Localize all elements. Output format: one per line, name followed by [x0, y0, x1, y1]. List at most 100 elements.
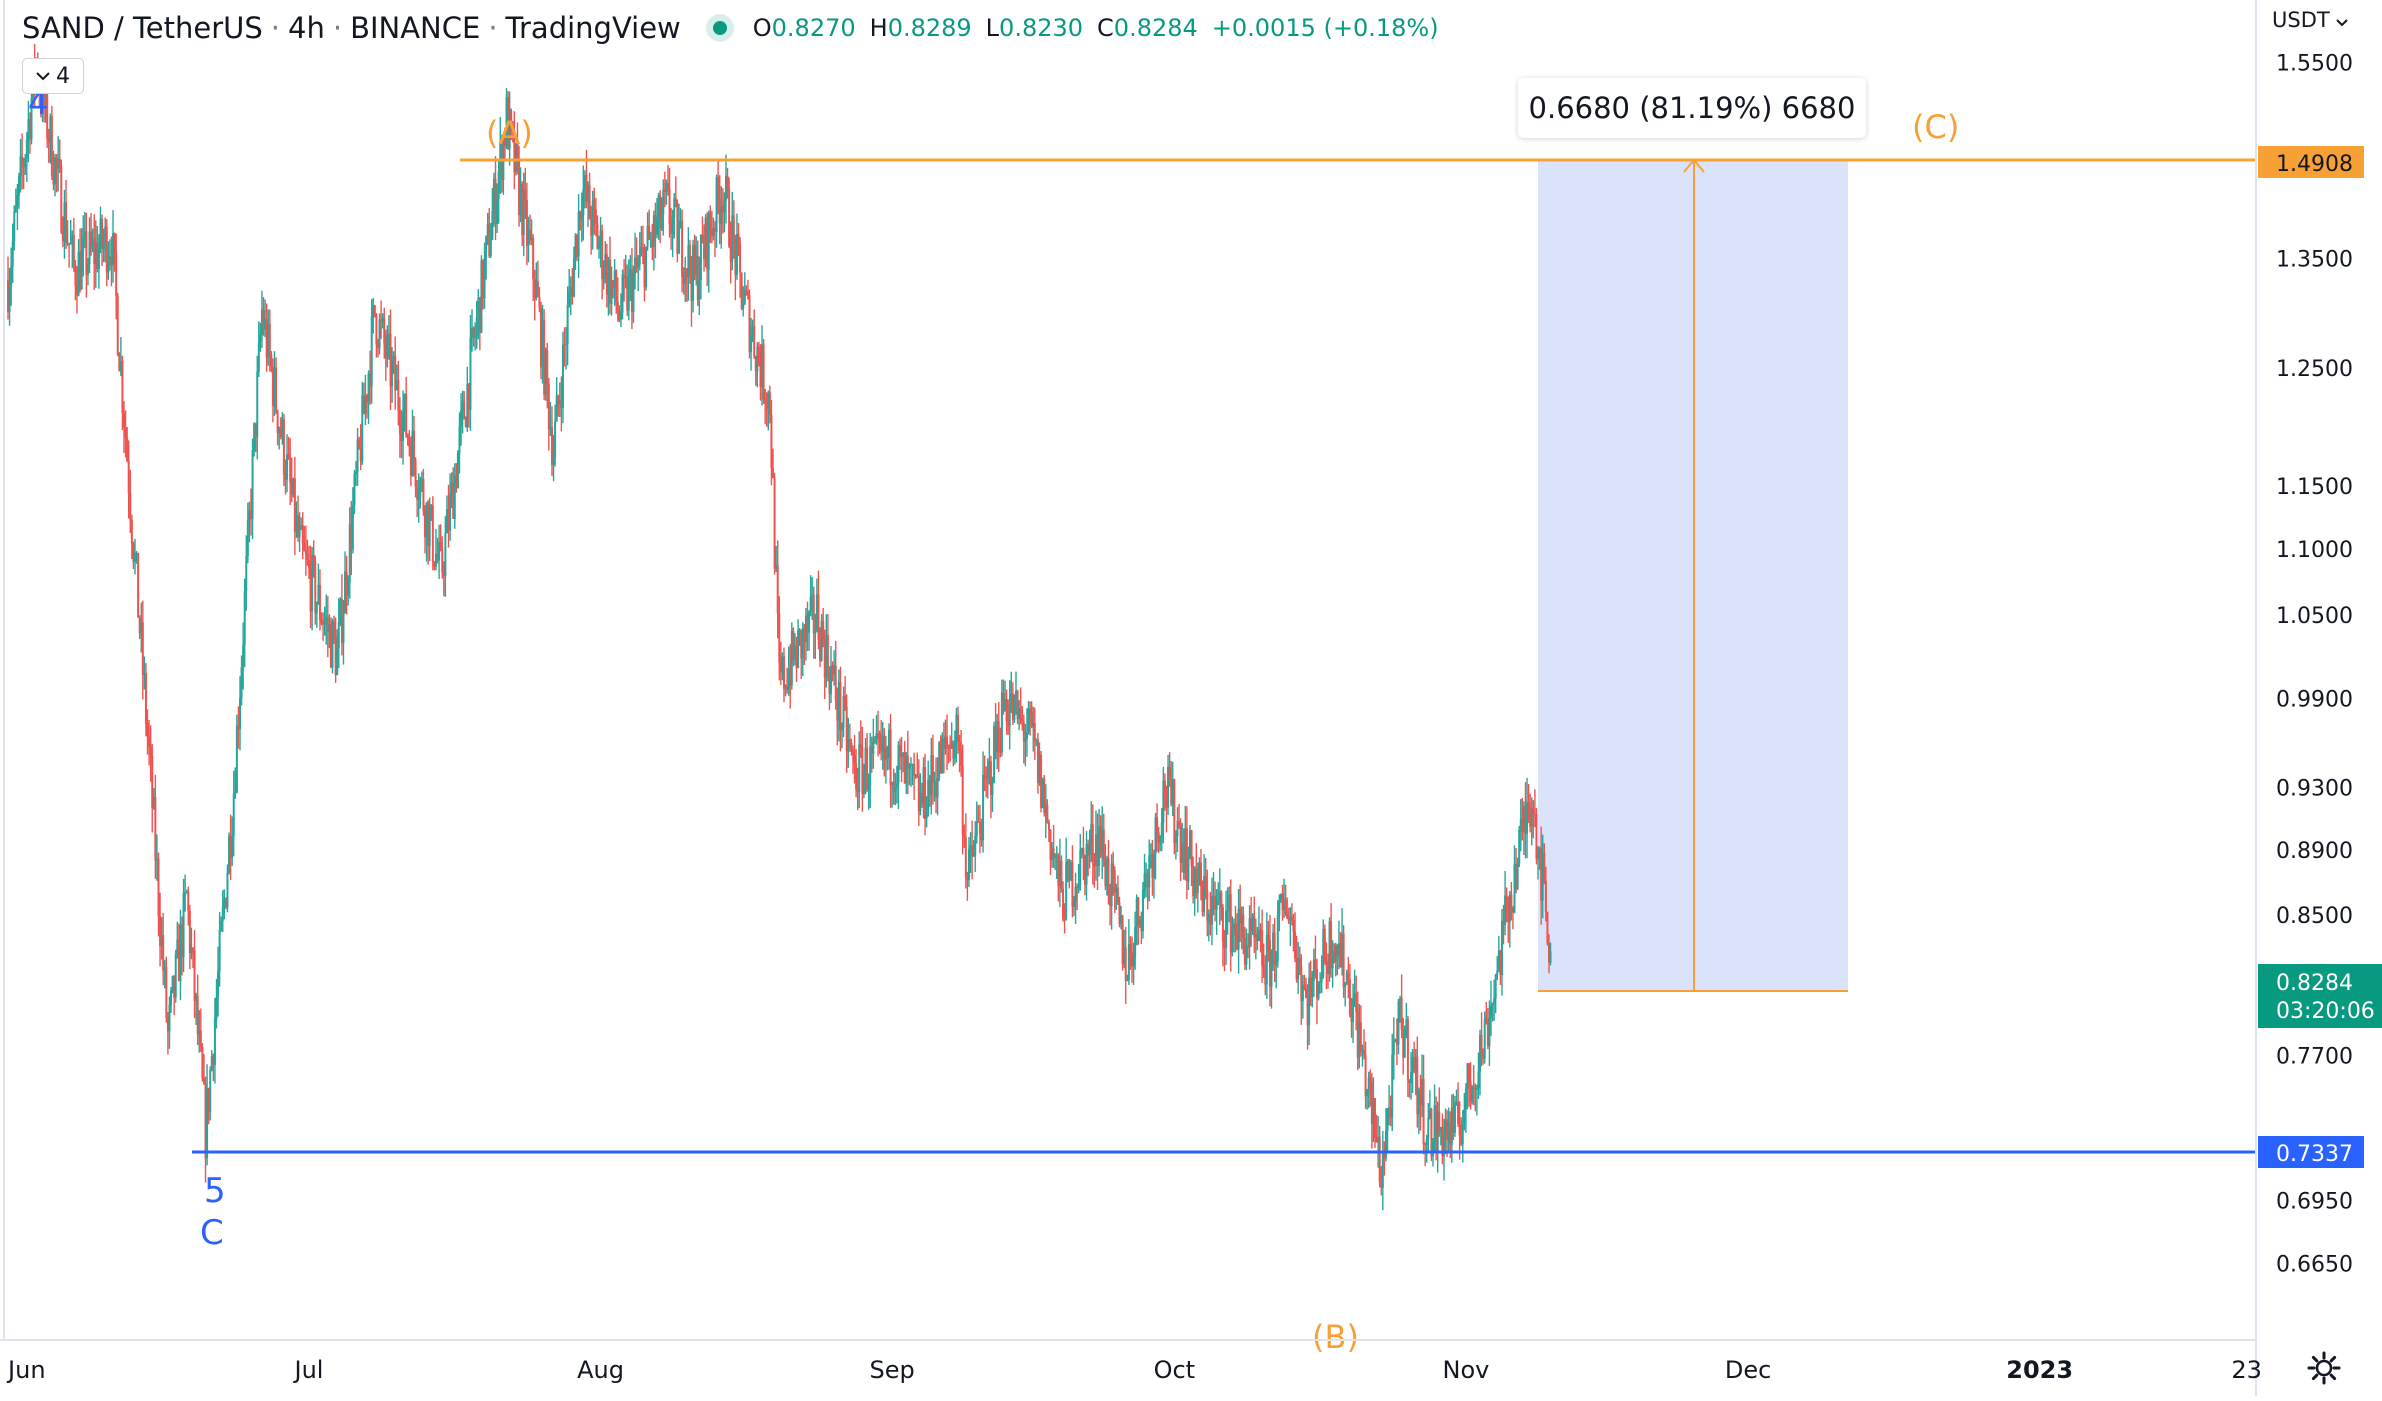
candle-body — [220, 920, 223, 931]
candle — [607, 256, 610, 316]
candle-body — [1510, 894, 1513, 908]
candle-body — [251, 450, 254, 519]
candle — [492, 172, 495, 227]
candle-body — [204, 1083, 207, 1159]
candle-body — [1532, 808, 1535, 814]
candle — [822, 607, 825, 648]
candle — [855, 749, 858, 798]
candle-body — [228, 835, 231, 874]
candle-body — [159, 915, 162, 946]
candle-body — [914, 775, 917, 777]
candle — [193, 930, 196, 1019]
candle-body — [359, 445, 362, 462]
candle — [93, 214, 96, 290]
candle-body — [1422, 1078, 1425, 1145]
candle-body — [151, 756, 154, 808]
candle-body — [754, 356, 757, 372]
interval-label[interactable]: 4h — [288, 11, 325, 45]
candle-body — [1187, 856, 1190, 882]
candle-body — [1449, 1123, 1452, 1145]
candle-body — [1043, 778, 1046, 813]
candle-body — [486, 224, 489, 237]
time-axis[interactable]: Jun Jul Aug Sep Oct Nov Dec 2023 23 — [6, 1356, 2262, 1384]
candle — [356, 427, 359, 486]
candle-body — [1323, 928, 1326, 961]
candle-body — [703, 243, 706, 260]
candle — [635, 237, 638, 273]
candle — [146, 709, 149, 755]
candle — [447, 484, 450, 548]
candle-body — [447, 509, 450, 531]
candle — [690, 255, 693, 327]
candle-body — [862, 771, 865, 795]
candle-body — [249, 509, 252, 519]
candle — [1245, 928, 1248, 971]
candle-body — [668, 188, 671, 225]
candle-body — [1171, 779, 1174, 805]
candle — [525, 182, 528, 266]
candle — [417, 473, 420, 523]
candle-body — [792, 630, 795, 660]
candle — [86, 257, 89, 286]
market-status-icon[interactable] — [712, 21, 727, 35]
candle — [181, 916, 184, 976]
candle — [166, 1011, 169, 1055]
candle-body — [897, 745, 900, 784]
candle — [649, 231, 652, 248]
candle — [394, 336, 397, 410]
candle — [599, 216, 602, 268]
candle-body — [1091, 824, 1094, 864]
candle-body — [905, 755, 908, 784]
candle — [1427, 1103, 1430, 1153]
candle-body — [364, 395, 367, 414]
candle-body — [129, 493, 132, 520]
candle — [68, 242, 71, 268]
candle — [300, 517, 303, 531]
candle — [162, 913, 165, 986]
candle-body — [1400, 998, 1403, 1030]
candle — [566, 286, 569, 366]
gear-icon[interactable] — [2306, 1350, 2342, 1386]
candle — [326, 596, 329, 658]
indicators-collapse-button[interactable]: 4 — [22, 58, 84, 94]
candle — [1493, 979, 1496, 1021]
candle-body — [1264, 969, 1267, 985]
candle-body — [844, 696, 847, 707]
candle — [521, 181, 524, 246]
candle — [623, 259, 626, 302]
candle-body — [909, 764, 912, 766]
candle-body — [1182, 843, 1185, 874]
candle — [836, 687, 839, 746]
candle — [1375, 1114, 1378, 1143]
candle-body — [168, 1005, 171, 1032]
symbol-name[interactable]: SAND / TetherUS — [22, 11, 263, 45]
candle-body — [19, 156, 22, 176]
currency-selector[interactable]: USDT — [2272, 8, 2349, 32]
candle — [430, 504, 433, 522]
candle-body — [472, 327, 475, 338]
symbol-header[interactable]: SAND / TetherUS · 4h · BINANCE · Trading… — [22, 8, 1439, 48]
candle-body — [441, 547, 444, 572]
candle-body — [743, 290, 746, 304]
candle-body — [630, 269, 633, 313]
candle — [765, 392, 768, 427]
candle-body — [1112, 863, 1115, 871]
candle — [1519, 799, 1522, 852]
candle-body — [612, 280, 615, 288]
candle — [823, 629, 826, 700]
candle — [1209, 892, 1212, 936]
candle-body — [1402, 1029, 1405, 1058]
candle — [234, 767, 237, 799]
candle — [369, 350, 372, 405]
candle-body — [91, 239, 94, 248]
candle-body — [1322, 928, 1325, 977]
candle — [677, 203, 680, 255]
candle — [793, 633, 796, 666]
candle — [198, 1010, 201, 1053]
candle — [137, 552, 140, 618]
candle — [1215, 889, 1218, 935]
candle-body — [980, 833, 983, 841]
candle-body — [356, 439, 359, 472]
